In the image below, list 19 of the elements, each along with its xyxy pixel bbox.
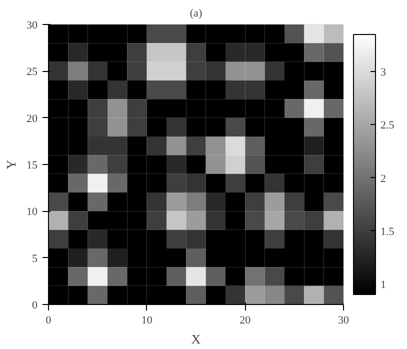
- x-tick-label: 30: [338, 314, 350, 326]
- chart-title: (a): [190, 8, 202, 20]
- y-axis-title: Y: [4, 159, 18, 170]
- y-tick-label: 0: [32, 300, 38, 312]
- color-bar-label: 1.5: [380, 226, 395, 238]
- color-bar-label: 1: [380, 278, 386, 291]
- y-tick-label: 25: [26, 66, 38, 78]
- x-tick-label: 0: [46, 314, 52, 326]
- y-tick-label: 5: [32, 252, 38, 265]
- y-tick-label: 10: [26, 206, 38, 218]
- y-tick-label: 20: [26, 112, 38, 125]
- y-tick-label: 30: [26, 20, 38, 32]
- x-tick-label: 10: [141, 314, 153, 326]
- x-axis-title: X: [191, 332, 202, 346]
- y-tick-label: 15: [26, 160, 38, 172]
- color-bar-label: 2.5: [380, 120, 395, 132]
- x-tick-label: 20: [240, 314, 252, 326]
- color-bar-label: 2: [380, 172, 386, 185]
- color-bar-label: 3: [380, 66, 386, 79]
